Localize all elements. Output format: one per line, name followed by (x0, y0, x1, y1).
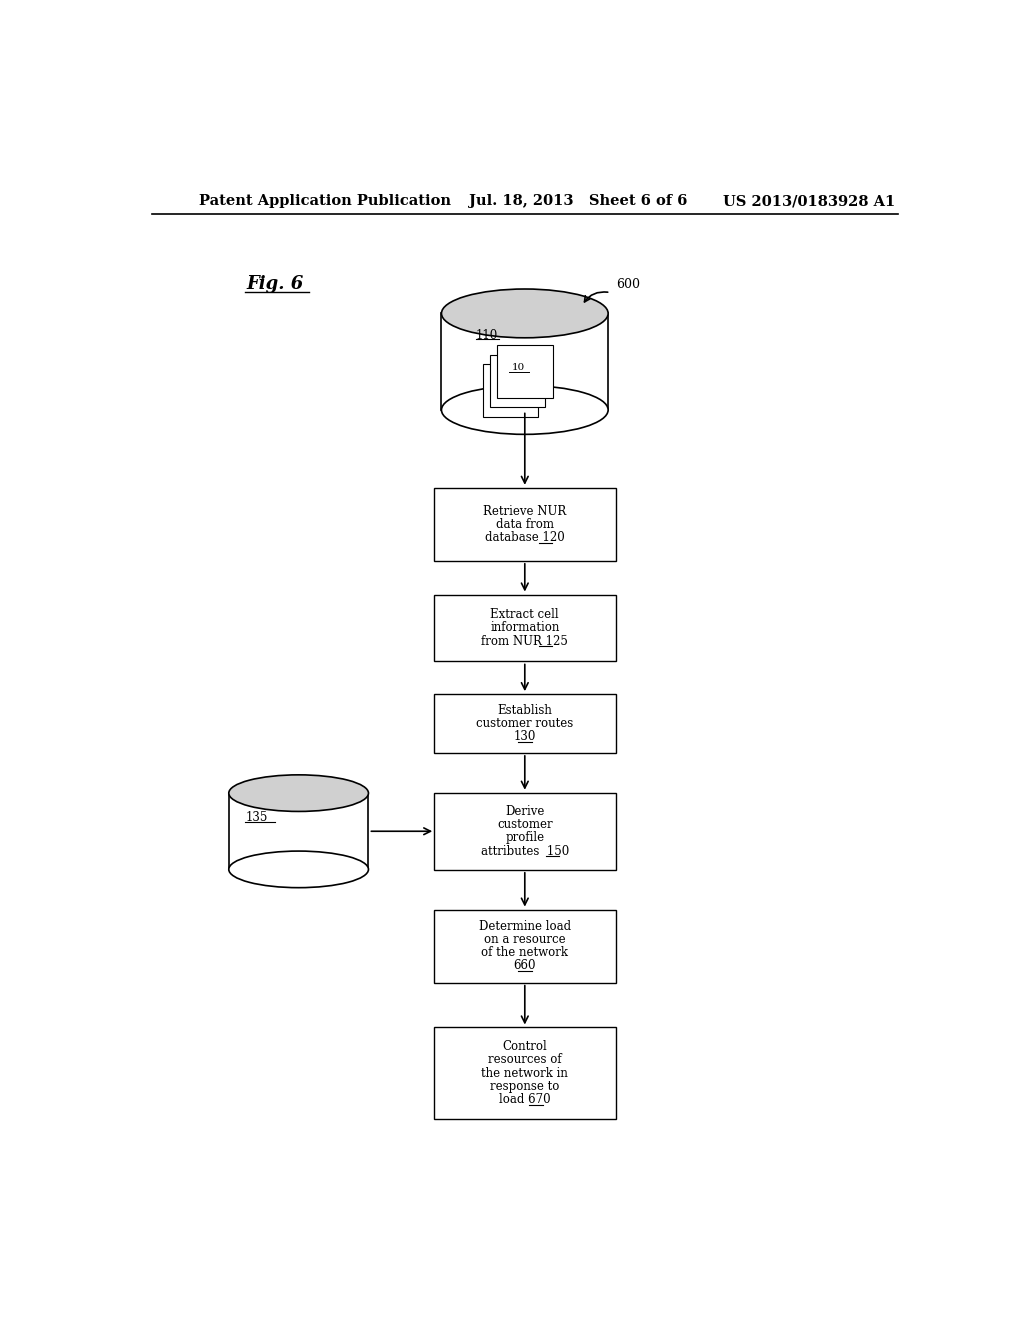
Text: 110: 110 (475, 329, 498, 342)
Bar (433, 792, 616, 870)
Ellipse shape (228, 775, 369, 812)
Text: response to: response to (490, 1080, 559, 1093)
Text: Extract cell: Extract cell (490, 609, 559, 622)
Text: on a resource: on a resource (484, 933, 565, 946)
Ellipse shape (441, 289, 608, 338)
Text: the network in: the network in (481, 1067, 568, 1080)
Bar (441, 313, 608, 411)
Text: 660: 660 (514, 960, 536, 973)
Text: load 670: load 670 (499, 1093, 551, 1106)
Text: customer routes: customer routes (476, 717, 573, 730)
Text: database 120: database 120 (485, 531, 564, 544)
Text: Derive: Derive (505, 805, 545, 818)
Text: profile: profile (505, 832, 545, 845)
Text: customer: customer (497, 818, 553, 832)
Text: resources of: resources of (488, 1053, 561, 1067)
Bar (433, 1027, 616, 1119)
Text: of the network: of the network (481, 946, 568, 960)
Text: Fig. 6: Fig. 6 (246, 276, 303, 293)
Text: Determine load: Determine load (479, 920, 570, 933)
Bar (433, 909, 616, 982)
Bar (433, 694, 616, 752)
Text: attributes  150: attributes 150 (480, 845, 569, 858)
Text: from NUR 125: from NUR 125 (481, 635, 568, 648)
Text: data from: data from (496, 517, 554, 531)
Text: Patent Application Publication: Patent Application Publication (200, 194, 452, 209)
Bar (433, 595, 616, 661)
Ellipse shape (228, 851, 369, 887)
Bar (489, 355, 546, 408)
Text: US 2013/0183928 A1: US 2013/0183928 A1 (723, 194, 895, 209)
Text: 600: 600 (616, 279, 640, 290)
Text: 130: 130 (514, 730, 536, 743)
Bar (433, 487, 616, 561)
Text: information: information (490, 622, 559, 635)
Bar (228, 793, 369, 870)
Text: Control: Control (503, 1040, 547, 1053)
Bar (497, 346, 553, 399)
Ellipse shape (441, 385, 608, 434)
Text: Retrieve NUR: Retrieve NUR (483, 504, 566, 517)
Text: Jul. 18, 2013   Sheet 6 of 6: Jul. 18, 2013 Sheet 6 of 6 (469, 194, 688, 209)
Text: 10: 10 (512, 363, 525, 372)
Text: Establish: Establish (498, 704, 552, 717)
Bar (482, 364, 539, 417)
Text: 135: 135 (246, 810, 268, 824)
